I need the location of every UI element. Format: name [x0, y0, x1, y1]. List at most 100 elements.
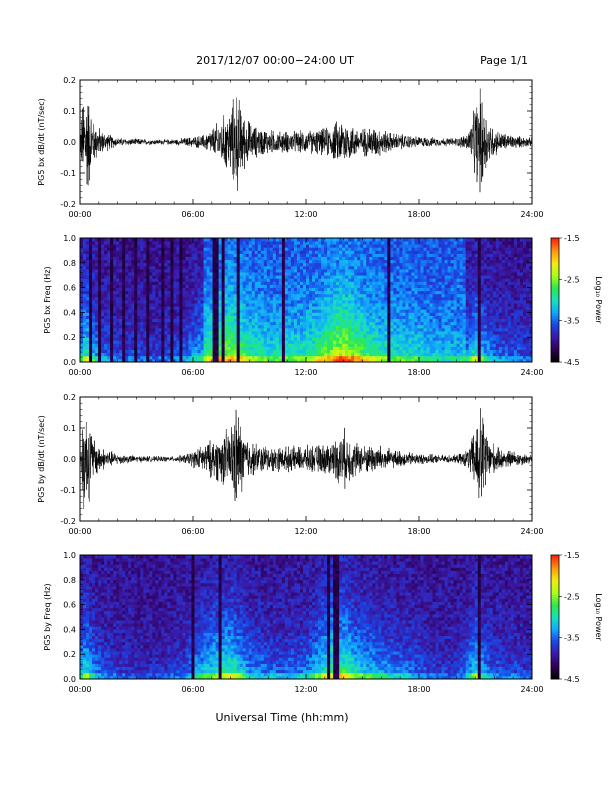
heatmap-cell: [218, 327, 223, 332]
heatmap-cell: [107, 290, 111, 295]
heatmap-cell: [324, 250, 328, 254]
heatmap-cell: [161, 312, 165, 316]
heatmap-cell: [318, 290, 322, 295]
heatmap-cell: [399, 309, 403, 313]
heatmap-cell: [137, 265, 141, 270]
heatmap-cell: [164, 349, 168, 354]
heatmap-cell: [339, 315, 343, 319]
heatmap-cell: [408, 265, 412, 270]
heatmap-cell: [233, 346, 238, 350]
heatmap-cell: [269, 315, 274, 319]
heatmap-cell: [321, 253, 325, 257]
heatmap-cell: [327, 293, 331, 298]
heatmap-cell: [315, 244, 319, 248]
heatmap-cell: [390, 275, 394, 279]
heatmap-cell: [351, 327, 355, 332]
heatmap-cell: [299, 331, 304, 335]
heatmap-cell: [387, 250, 391, 254]
heatmap-cell: [158, 318, 162, 323]
heatmap-cell: [191, 256, 195, 261]
heatmap-cell: [242, 318, 247, 323]
heatmap-cell: [417, 262, 421, 267]
heatmap-cell: [230, 306, 235, 310]
heatmap-cell: [86, 250, 90, 254]
heatmap-cell: [312, 253, 316, 257]
heatmap-cell: [321, 315, 325, 319]
heatmap-cell: [122, 355, 126, 360]
heatmap-cell: [330, 293, 334, 298]
heatmap-cell: [405, 315, 409, 319]
heatmap-cell: [254, 331, 259, 335]
heatmap-cell: [92, 256, 96, 261]
heatmap-cell: [95, 238, 99, 242]
heatmap-cell: [302, 340, 307, 344]
heatmap-cell: [315, 296, 319, 301]
heatmap-cell: [366, 250, 370, 254]
heatmap-cell: [299, 293, 304, 298]
heatmap-cell: [236, 296, 241, 301]
heatmap-cell: [182, 355, 186, 360]
heatmap-cell: [83, 321, 87, 326]
heatmap-cell: [348, 318, 352, 323]
heatmap-cell: [435, 262, 439, 267]
heatmap-cell: [128, 303, 132, 307]
heatmap-cell: [272, 324, 277, 329]
heatmap-cell: [89, 253, 93, 257]
heatmap-cell: [357, 303, 361, 307]
heatmap-cell: [324, 293, 328, 298]
heatmap-cell: [155, 346, 159, 350]
heatmap-cell: [290, 278, 295, 282]
heatmap-cell: [146, 309, 150, 313]
heatmap-cell: [119, 241, 123, 245]
heatmap-cell: [299, 303, 304, 307]
heatmap-cell: [140, 346, 144, 350]
heatmap-cell: [426, 327, 430, 332]
heatmap-cell: [227, 309, 232, 313]
heatmap-cell: [432, 355, 436, 360]
heatmap-cell: [134, 321, 138, 326]
heatmap-cell: [312, 278, 316, 282]
heatmap-cell: [396, 349, 400, 354]
heatmap-cell: [411, 303, 415, 307]
heatmap-cell: [302, 253, 307, 257]
heatmap-cell: [312, 287, 316, 292]
heatmap-cell: [107, 272, 111, 276]
heatmap-cell: [89, 324, 93, 329]
heatmap-cell: [95, 331, 99, 335]
heatmap-cell: [248, 269, 253, 273]
heatmap-cell: [414, 281, 418, 285]
heatmap-cell: [266, 318, 271, 323]
heatmap-cell: [309, 352, 313, 357]
heatmap-cell: [131, 281, 135, 285]
heatmap-cell: [354, 306, 358, 310]
heatmap-cell: [209, 259, 213, 264]
heatmap-cell: [318, 306, 322, 310]
heatmap-cell: [327, 262, 331, 267]
heatmap-cell: [95, 256, 99, 261]
heatmap-cell: [330, 337, 334, 341]
heatmap-cell: [417, 346, 421, 350]
heatmap-cell: [101, 275, 105, 279]
heatmap-cell: [372, 247, 376, 251]
heatmap-cell: [143, 306, 147, 310]
heatmap-cell: [146, 262, 150, 267]
heatmap-cell: [170, 262, 174, 267]
heatmap-cell: [236, 331, 241, 335]
heatmap-cell: [272, 358, 277, 363]
heatmap-cell: [312, 309, 316, 313]
heatmap-cell: [339, 281, 343, 285]
heatmap-cell: [227, 318, 232, 323]
heatmap-cell: [158, 238, 162, 242]
heatmap-cell: [330, 278, 334, 282]
heatmap-cell: [206, 259, 210, 264]
heatmap-cell: [414, 293, 418, 298]
heatmap-cell: [306, 346, 310, 350]
heatmap-cell: [312, 256, 316, 261]
heatmap-cell: [242, 343, 247, 347]
heatmap-cell: [402, 241, 406, 245]
heatmap-cell: [287, 250, 292, 254]
heatmap-cell: [369, 337, 373, 341]
heatmap-cell: [80, 275, 84, 279]
heatmap-cell: [357, 265, 361, 270]
heatmap-cell: [155, 244, 159, 248]
